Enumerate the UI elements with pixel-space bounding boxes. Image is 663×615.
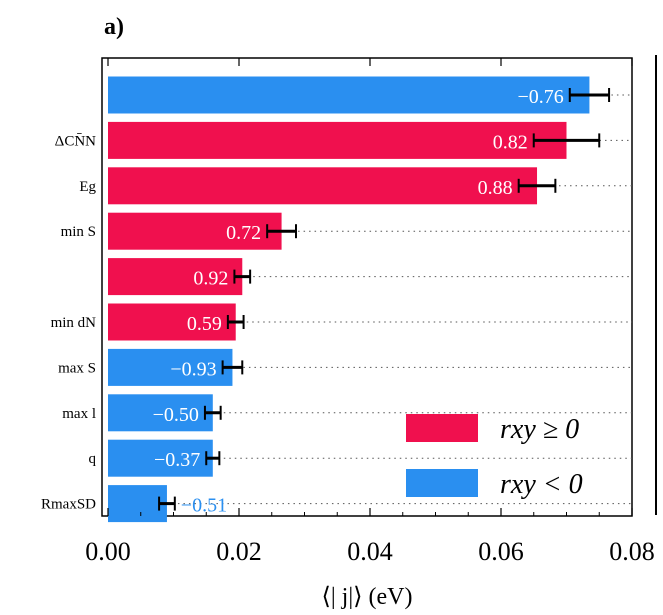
category-label: min dN xyxy=(51,315,97,331)
x-axis-label: ⟨| j|⟩ (eV) xyxy=(322,584,413,610)
bar xyxy=(108,348,233,386)
bar xyxy=(108,303,236,341)
bar xyxy=(108,167,538,205)
data-label: 0.92 xyxy=(193,268,228,290)
category-label: q xyxy=(89,451,97,467)
legend-label: rxy ≥ 0 xyxy=(500,414,579,445)
x-tick-label: 0.06 xyxy=(478,537,524,566)
bar xyxy=(108,439,213,477)
plot-frame xyxy=(101,57,633,517)
data-label: −0.76 xyxy=(517,86,563,108)
panel-label: a) xyxy=(104,14,124,40)
bar xyxy=(108,258,243,296)
data-label: −0.93 xyxy=(170,358,216,380)
bar xyxy=(108,121,567,159)
legend-label: rxy < 0 xyxy=(500,469,583,500)
data-label: 0.59 xyxy=(187,313,222,335)
category-label: min S xyxy=(61,224,96,240)
data-label: 0.72 xyxy=(226,222,261,244)
data-label: 0.88 xyxy=(478,177,513,199)
data-label: 0.82 xyxy=(493,131,528,153)
bar xyxy=(108,485,167,523)
bar xyxy=(108,394,213,432)
bar xyxy=(108,76,590,114)
data-label: −0.51 xyxy=(181,495,227,517)
legend-swatch xyxy=(406,414,478,442)
category-label: RmaxSD xyxy=(41,497,96,513)
bar xyxy=(108,212,282,250)
edge-rule xyxy=(655,55,657,515)
data-label: −0.37 xyxy=(154,449,200,471)
category-label: max S xyxy=(58,360,96,376)
data-label: −0.50 xyxy=(153,404,199,426)
category-label: max l xyxy=(62,406,96,422)
x-tick-label: 0.08 xyxy=(609,537,655,566)
category-label: ΔCN̄N xyxy=(55,133,96,149)
category-label: Eg xyxy=(79,179,96,195)
x-tick-label: 0.02 xyxy=(216,537,262,566)
legend-swatch xyxy=(406,469,478,497)
x-tick-label: 0.00 xyxy=(85,537,131,566)
x-tick-label: 0.04 xyxy=(347,537,393,566)
